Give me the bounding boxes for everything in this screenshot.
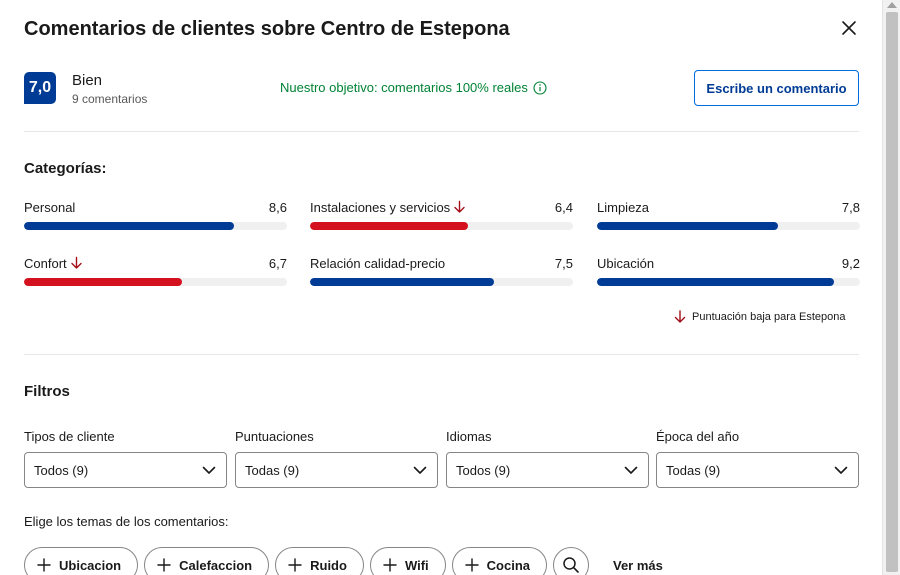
category-bar-fill [24,222,235,230]
rating-word: Bien [72,72,103,89]
topics-label: Elige los temas de los comentarios: [24,514,229,529]
topic-chip-label: Ubicacion [59,557,122,573]
filter-select[interactable]: Todas (9) [656,452,859,488]
topic-search-button[interactable] [553,547,589,575]
topic-chip-label: Ruido [310,557,347,573]
filter-label: Puntuaciones [235,429,314,444]
goal-text: Nuestro objetivo: comentarios 100% reale… [280,80,528,95]
category-value: 9,2 [841,255,860,271]
category-label-text: Ubicación [597,255,655,271]
scroll-thumb[interactable] [886,12,898,572]
category-bar-track [310,278,573,286]
category-label-text: Relación calidad-precio [310,255,446,271]
topic-chip-label: Wifi [404,557,429,573]
filter-selected-value: Todas (9) [245,462,300,478]
divider [24,131,859,132]
chevron-down-icon [202,466,216,474]
topic-chip[interactable]: Ubicacion [24,547,139,575]
low-score-note: Puntuación baja para Estepona [674,310,846,324]
category-item: Confort 6,7 [24,254,287,286]
scroll-up-icon[interactable] [887,2,897,8]
chevron-down-icon [413,466,427,474]
category-item: Ubicación 9,2 [597,254,860,286]
topic-chip[interactable]: Ruido [275,547,364,575]
topic-chip-label: Calefaccion [179,557,253,573]
scrollbar[interactable] [882,0,900,575]
review-count: 9 comentarios [72,92,148,106]
plus-icon [37,558,51,572]
category-bar-track [310,222,573,230]
low-score-note-text: Puntuación baja para Estepona [692,311,846,323]
filter-select[interactable]: Todas (9) [235,452,438,488]
category-label-text: Limpieza [597,199,650,215]
goal-message: Nuestro objetivo: comentarios 100% reale… [280,80,547,95]
filter-label: Época del año [656,429,740,444]
filter-group: Época del año Todas (9) [656,429,859,488]
category-label-text: Personal [24,199,76,215]
category-value: 8,6 [268,199,287,215]
category-label: Limpieza [597,200,649,215]
category-label: Personal [24,200,75,215]
category-item: Instalaciones y servicios 6,4 [310,198,573,230]
category-label-text: Instalaciones y servicios [310,199,451,215]
category-bar-track [597,222,860,230]
page-title: Comentarios de clientes sobre Centro de … [24,18,510,40]
category-bar-fill [597,222,779,230]
close-button[interactable] [838,17,860,39]
filter-group: Tipos de cliente Todos (9) [24,429,227,488]
plus-icon [288,558,302,572]
filters-title: Filtros [24,383,70,400]
filter-select[interactable]: Todos (9) [24,452,227,488]
filter-selected-value: Todos (9) [456,462,511,478]
plus-icon [157,558,171,572]
category-item: Relación calidad-precio 7,5 [310,254,573,286]
category-item: Limpieza 7,8 [597,198,860,230]
category-label: Instalaciones y servicios [310,200,466,215]
category-label-text: Confort [24,255,67,271]
topic-chip[interactable]: Calefaccion [144,547,270,575]
plus-icon [464,558,479,572]
category-value: 6,4 [554,199,573,215]
topic-chip[interactable]: Cocina [451,547,547,575]
arrow-down-icon [674,310,686,323]
category-bar-track [597,278,860,286]
arrow-down-icon [70,256,82,269]
topic-chip-label: Cocina [486,557,530,573]
category-bar-track [24,222,287,230]
chevron-down-icon [624,466,638,474]
filter-group: Idiomas Todos (9) [446,429,649,488]
topic-chips: Ubicacion Calefaccion Ruido Wifi Cocina Ver m… [24,547,663,575]
filter-group: Puntuaciones Todas (9) [235,429,438,488]
filter-selected-value: Todas (9) [666,462,721,478]
search-icon [563,557,579,573]
score-badge: 7,0 [24,72,56,104]
filter-selected-value: Todos (9) [34,462,89,478]
category-bar-fill [597,278,834,286]
categories-title: Categorías: [24,160,107,177]
filter-select[interactable]: Todos (9) [446,452,649,488]
category-value: 7,5 [554,255,573,271]
close-icon [842,21,856,35]
plus-icon [383,558,397,572]
category-label: Confort [24,256,83,271]
category-bar-fill [24,278,182,286]
category-value: 6,7 [268,255,287,271]
see-more-link[interactable]: Ver más [613,557,663,573]
divider [24,354,859,355]
category-item: Personal 8,6 [24,198,287,230]
info-icon[interactable] [533,80,547,95]
category-value: 7,8 [841,199,860,215]
category-bar-fill [310,278,495,286]
arrow-down-icon [454,200,465,213]
category-label: Ubicación [597,256,654,271]
category-bar-track [24,278,287,286]
filter-label: Idiomas [446,429,492,444]
chevron-down-icon [834,466,848,474]
write-review-button[interactable]: Escribe un comentario [694,70,859,106]
category-label: Relación calidad-precio [310,256,445,271]
category-bar-fill [310,222,468,230]
topic-chip[interactable]: Wifi [369,547,446,575]
filter-label: Tipos de cliente [24,429,115,444]
